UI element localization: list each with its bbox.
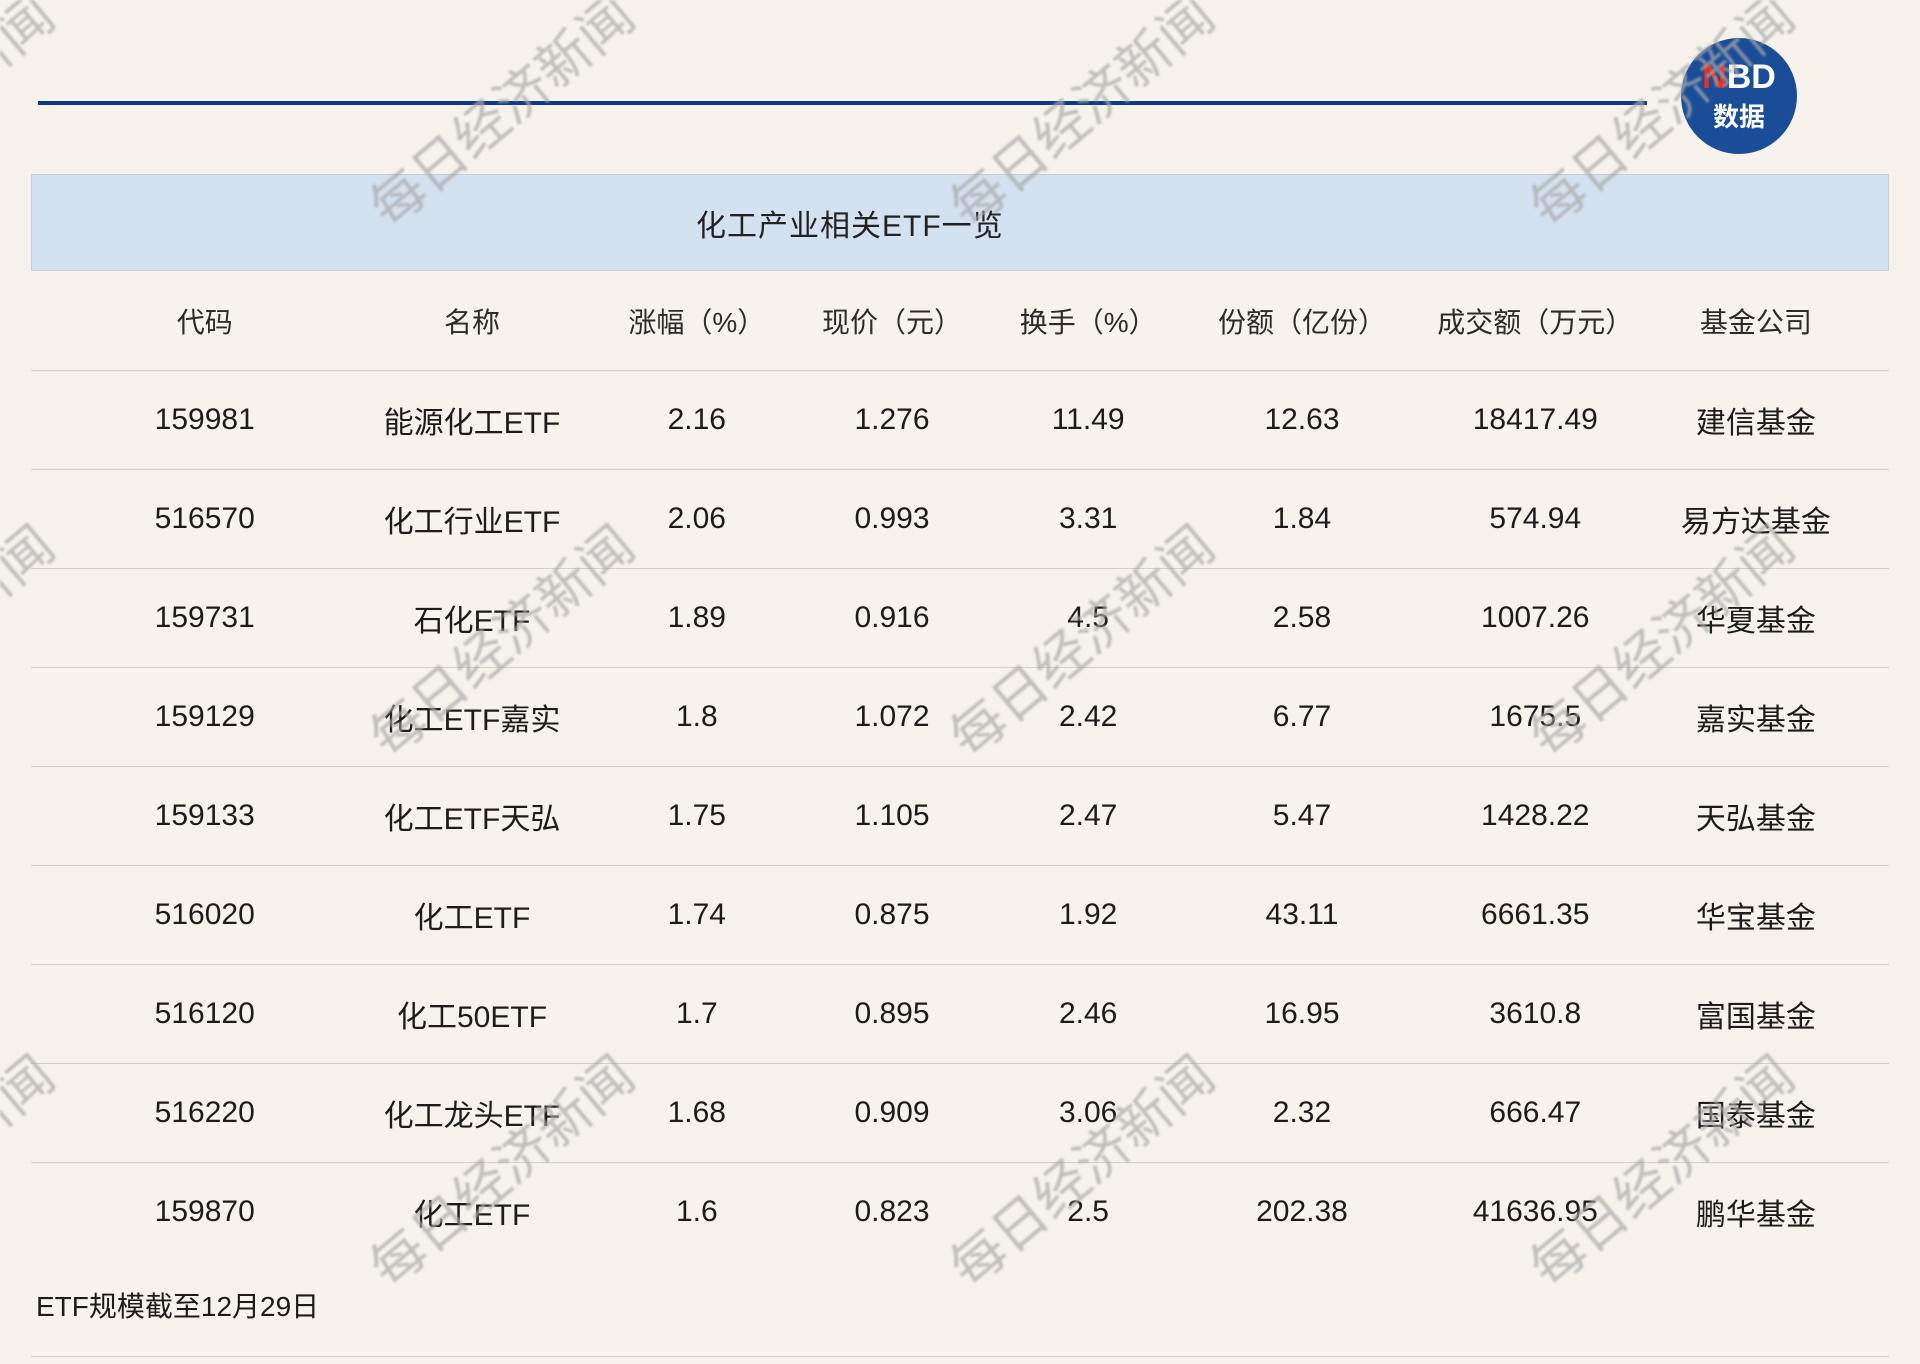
svg-text:数据: 数据	[1713, 97, 1765, 134]
svg-text:NBD: NBD	[1702, 58, 1776, 96]
